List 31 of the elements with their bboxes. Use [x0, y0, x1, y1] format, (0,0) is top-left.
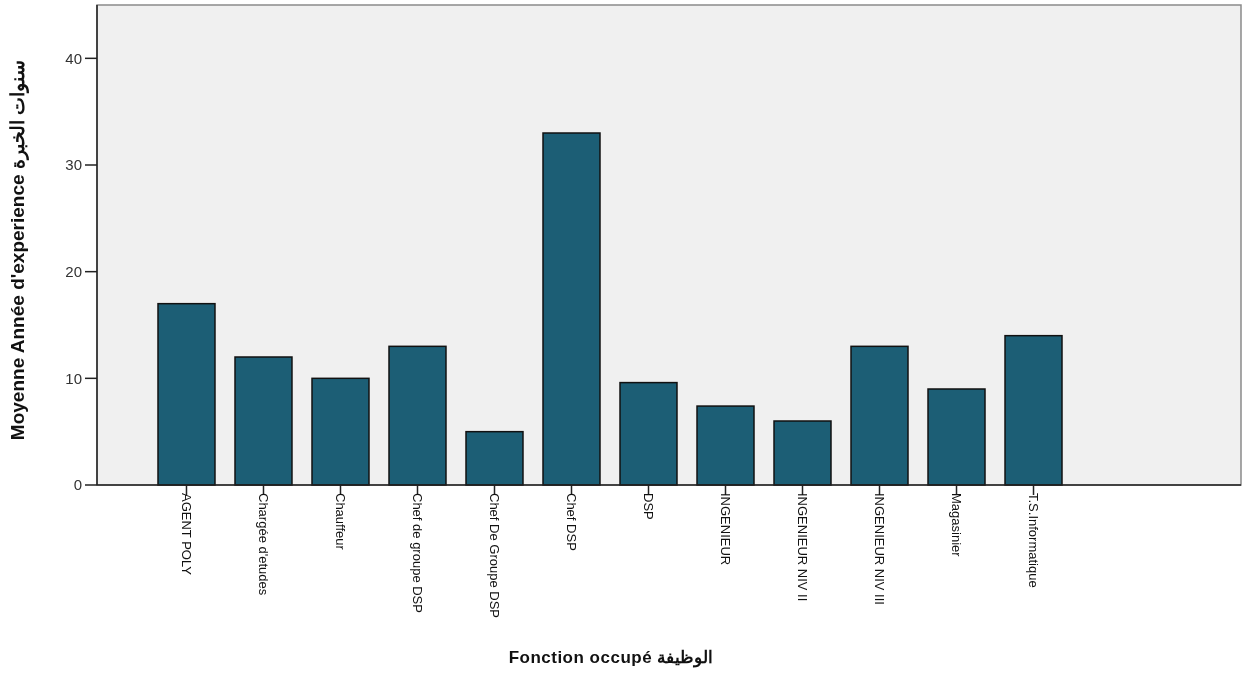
y-tick-label: 10 [65, 369, 82, 387]
bar [157, 302, 216, 486]
x-tick-label: AGENT POLY [178, 493, 194, 576]
x-tick-label: DSP [640, 493, 656, 520]
x-tick-label: Magasinier [948, 493, 964, 558]
y-tick-label: 30 [65, 156, 82, 174]
bar [927, 388, 986, 486]
y-tick-label: 40 [65, 49, 82, 67]
bar [619, 381, 678, 486]
bar [696, 405, 755, 486]
x-tick-label: INGENIEUR NIV III [871, 493, 887, 605]
x-tick-label: Chargée d'etudes [255, 493, 271, 596]
bar [1004, 334, 1063, 486]
bar [388, 345, 447, 486]
y-tick-label: 0 [73, 476, 82, 494]
bar [234, 356, 293, 486]
bar [542, 132, 601, 486]
x-tick-label: Chauffeur [332, 493, 348, 551]
bar [773, 420, 832, 486]
bar [465, 430, 524, 486]
x-tick-label: INGENIEUR [717, 493, 733, 566]
x-tick-label: Chef de groupe DSP [409, 493, 425, 613]
x-tick-label: T.S.Informatique [1025, 493, 1041, 588]
bar [850, 345, 909, 486]
x-tick-label: INGENIEUR NIV II [794, 493, 810, 602]
bar [311, 377, 370, 486]
x-tick-label: Chef DSP [563, 493, 579, 551]
y-axis-title: Moyenne Année d'experience سنوات الخبرة [7, 59, 29, 441]
y-tick-label: 20 [65, 262, 82, 280]
x-axis-title: Fonction occupé الوظيفة [508, 648, 714, 668]
x-tick-label: Chef De Groupe DSP [486, 493, 502, 619]
